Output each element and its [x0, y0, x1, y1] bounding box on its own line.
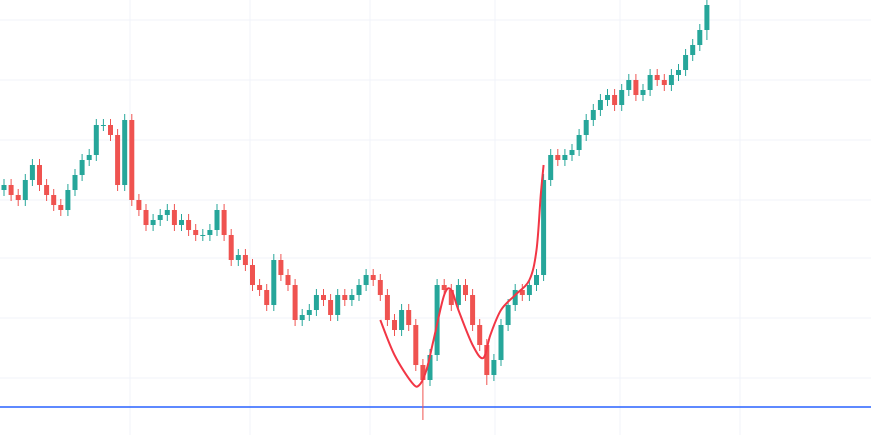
candle-body [619, 90, 624, 105]
candle-body [58, 205, 63, 210]
candle-body [406, 310, 411, 325]
candle-body [477, 325, 482, 345]
candle-body [598, 100, 603, 110]
candle-body [463, 285, 468, 295]
candle-body [413, 325, 418, 365]
candle-body [342, 295, 347, 300]
candle-body [704, 5, 709, 30]
candle-body [136, 200, 141, 210]
candle-body [94, 125, 99, 155]
candle-body [321, 295, 326, 300]
candle-body [499, 325, 504, 360]
candle-body [371, 275, 376, 280]
candle-body [697, 30, 702, 45]
candle-body [562, 155, 567, 160]
candle-body [108, 125, 113, 135]
candle-body [264, 290, 269, 305]
candle-body [385, 295, 390, 320]
candle-body [151, 220, 156, 225]
candle-body [222, 210, 227, 235]
candle-body [378, 280, 383, 295]
candle-body [215, 210, 220, 230]
candle-body [577, 135, 582, 150]
candle-body [278, 260, 283, 275]
candle-body [527, 285, 532, 295]
candle-body [2, 185, 7, 190]
candle-body [122, 120, 127, 185]
candle-body [207, 230, 212, 235]
grid [0, 0, 871, 435]
candle-body [683, 55, 688, 70]
candle-body [364, 275, 369, 285]
candle-body [605, 95, 610, 100]
candle-body [179, 220, 184, 225]
candle-body [129, 120, 134, 200]
candle-body [101, 125, 106, 126]
candle-body [186, 220, 191, 230]
candle-body [16, 195, 21, 200]
candle-body [506, 305, 511, 325]
candle-body [165, 210, 170, 215]
candle-body [87, 155, 92, 160]
candle-body [257, 285, 262, 290]
candle-body [44, 185, 49, 195]
chart [0, 0, 871, 435]
candle-body [491, 360, 496, 375]
candle-body [80, 160, 85, 175]
candle-body [612, 95, 617, 105]
candle-body [655, 75, 660, 80]
candle-body [229, 235, 234, 260]
candle-body [633, 80, 638, 95]
candle-body [65, 190, 70, 210]
candle-body [236, 255, 241, 260]
candle-body [30, 165, 35, 180]
candle-body [470, 295, 475, 325]
candle-body [591, 110, 596, 120]
candle-body [570, 150, 575, 155]
candle-body [144, 210, 149, 225]
candle-body [307, 310, 312, 315]
candle-body [9, 185, 14, 195]
candle-body [172, 210, 177, 225]
candle-body [662, 80, 667, 85]
candle-body [37, 165, 42, 185]
candle-body [676, 70, 681, 75]
candle-body [690, 45, 695, 55]
candle-body [158, 215, 163, 220]
candle-body [534, 275, 539, 285]
candle-body [200, 235, 205, 236]
candle-body [300, 315, 305, 320]
candle-body [541, 180, 546, 275]
candle-body [641, 90, 646, 95]
candle-body [51, 195, 56, 205]
candle-body [115, 135, 120, 185]
candle-body [584, 120, 589, 135]
candle-body [648, 75, 653, 90]
candle-body [349, 295, 354, 300]
candle-body [335, 295, 340, 315]
candle-body [193, 230, 198, 235]
candle-body [243, 255, 248, 265]
candle-body [626, 80, 631, 90]
candle-body [548, 155, 553, 180]
candle-body [293, 285, 298, 320]
candle-body [399, 310, 404, 330]
candle-body [271, 260, 276, 305]
candle-body [328, 300, 333, 315]
candle-body [286, 275, 291, 285]
candle-body [392, 320, 397, 330]
curve-line [380, 165, 543, 387]
candle-body [555, 155, 560, 160]
candle-body [669, 75, 674, 85]
candle-body [357, 285, 362, 295]
candle-body [314, 295, 319, 310]
candle-body [73, 175, 78, 190]
candle-body [250, 265, 255, 285]
candle-body [23, 180, 28, 200]
